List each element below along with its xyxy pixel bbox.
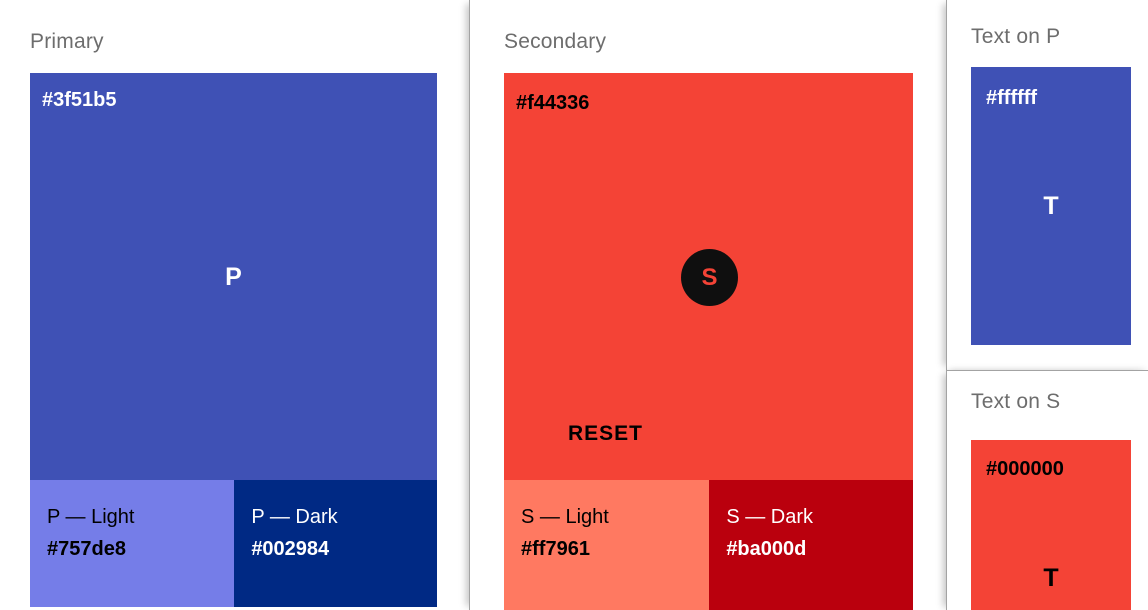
primary-dark-hex: #002984 <box>251 538 330 560</box>
secondary-fab-letter: S <box>701 264 718 291</box>
text-on-primary-swatch[interactable]: #ffffff T <box>971 67 1131 345</box>
secondary-dark-name: S — Dark <box>726 506 813 528</box>
secondary-section-label: Secondary <box>504 30 607 53</box>
secondary-variant-row: S — Light #ff7961 S — Dark #ba000d <box>504 480 913 610</box>
primary-main-swatch[interactable]: #3f51b5 P <box>30 73 437 480</box>
secondary-light-name: S — Light <box>521 506 609 528</box>
primary-hex-label: #3f51b5 <box>42 89 117 111</box>
secondary-main-swatch[interactable]: #f44336 S RESET <box>504 73 913 480</box>
text-on-secondary-swatch[interactable]: #000000 T <box>971 440 1131 610</box>
primary-light-hex: #757de8 <box>47 538 126 560</box>
primary-letter: P <box>225 263 242 291</box>
primary-dark-swatch: P — Dark #002984 <box>234 480 437 607</box>
secondary-card: Secondary #f44336 S RESET S — Light #ff7… <box>469 0 938 610</box>
secondary-dark-swatch: S — Dark #ba000d <box>709 480 913 610</box>
primary-variant-row: P — Light #757de8 P — Dark #002984 <box>30 480 437 607</box>
primary-section-label: Primary <box>30 30 104 53</box>
secondary-light-swatch: S — Light #ff7961 <box>504 480 710 610</box>
secondary-hex-label: #f44336 <box>516 92 590 114</box>
text-on-secondary-card: Text on S #000000 T <box>946 370 1148 610</box>
text-on-primary-hex: #ffffff <box>986 87 1038 109</box>
text-on-primary-label: Text on P <box>971 25 1061 48</box>
primary-dark-name: P — Dark <box>251 506 338 528</box>
text-on-secondary-letter: T <box>1043 564 1059 592</box>
text-on-secondary-label: Text on S <box>971 390 1061 413</box>
primary-light-swatch: P — Light #757de8 <box>30 480 235 607</box>
secondary-dark-hex: #ba000d <box>726 538 807 560</box>
text-on-primary-letter: T <box>1043 192 1059 220</box>
secondary-light-hex: #ff7961 <box>521 538 590 560</box>
secondary-fab-button[interactable]: S <box>681 249 738 306</box>
text-on-secondary-hex: #000000 <box>986 458 1064 480</box>
reset-button[interactable]: RESET <box>560 414 651 454</box>
text-on-primary-card: Text on P #ffffff T <box>946 0 1148 370</box>
primary-light-name: P — Light <box>47 506 135 528</box>
